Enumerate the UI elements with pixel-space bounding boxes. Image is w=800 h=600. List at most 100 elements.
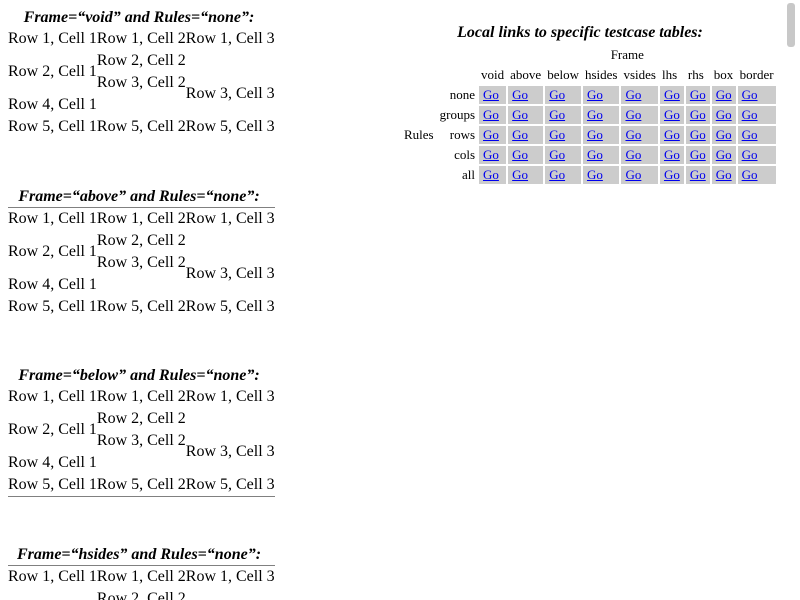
go-link[interactable]: Go [689, 107, 706, 122]
empty-cell [402, 46, 436, 64]
table-row: Row 5, Cell 1 Row 5, Cell 2 Row 5, Cell 3 [8, 296, 275, 318]
go-link[interactable]: Go [483, 87, 499, 102]
link-cell: Go [685, 106, 710, 124]
table-row: Row 3, Cell 2 Row 3, Cell 3 [8, 72, 275, 102]
table-row: Row 3, Cell 2 Row 3, Cell 3 [8, 430, 275, 460]
go-link[interactable]: Go [483, 127, 499, 142]
frame-name: box [713, 67, 734, 82]
link-cell: Go [545, 106, 581, 124]
go-link[interactable]: Go [483, 107, 499, 122]
testcase-block: Frame=“void” and Rules=“none”: Row 1, Cel… [8, 8, 275, 138]
scrollbar-thumb[interactable] [787, 3, 795, 47]
go-link[interactable]: Go [663, 147, 680, 162]
go-link[interactable]: Go [663, 127, 680, 142]
table-cell: Row 5, Cell 2 [96, 298, 186, 315]
link-cell: Go [737, 126, 776, 144]
table-cell: Row 4, Cell 1 [8, 96, 97, 113]
go-link[interactable]: Go [715, 167, 732, 182]
link-cell: Go [545, 166, 581, 184]
go-link[interactable]: Go [715, 107, 732, 122]
go-link[interactable]: Go [689, 167, 706, 182]
table-cell: Row 3, Cell 2 [96, 74, 186, 91]
go-link[interactable]: Go [741, 107, 758, 122]
link-cell: Go [582, 106, 620, 124]
go-link[interactable]: Go [586, 147, 603, 162]
go-link[interactable]: Go [586, 107, 603, 122]
go-link[interactable]: Go [483, 167, 499, 182]
empty-cell [438, 66, 477, 84]
go-link[interactable]: Go [549, 167, 566, 182]
go-link[interactable]: Go [625, 147, 642, 162]
table-row: Row 2, Cell 1 Row 2, Cell 2 [8, 408, 275, 438]
go-link[interactable]: Go [741, 167, 758, 182]
go-link[interactable]: Go [512, 107, 529, 122]
table-cell: Row 4, Cell 1 [8, 454, 97, 471]
link-cell: Go [545, 126, 581, 144]
link-cell: Go [479, 106, 507, 124]
header-row: Frame [402, 46, 776, 64]
go-link[interactable]: Go [512, 127, 529, 142]
go-link[interactable]: Go [586, 167, 603, 182]
table-caption: Frame=“above” and Rules=“none”: [18, 188, 260, 205]
link-cell: Go [659, 106, 684, 124]
table-cell: Row 3, Cell 2 [96, 254, 186, 271]
table-row: Row 1, Cell 1 Row 1, Cell 2 Row 1, Cell 3 [8, 566, 275, 589]
rule-name: all [462, 167, 476, 182]
go-link[interactable]: Go [715, 87, 732, 102]
go-link[interactable]: Go [512, 147, 529, 162]
frame-name: void [481, 67, 505, 82]
table-cell: Row 5, Cell 3 [185, 476, 275, 493]
go-link[interactable]: Go [625, 107, 642, 122]
link-cell: Go [508, 146, 544, 164]
go-link[interactable]: Go [663, 87, 680, 102]
go-link[interactable]: Go [625, 87, 642, 102]
go-link[interactable]: Go [741, 127, 758, 142]
table-cell: Row 1, Cell 3 [185, 388, 275, 405]
table-cell: Row 1, Cell 1 [8, 30, 97, 47]
go-link[interactable]: Go [689, 147, 706, 162]
go-link[interactable]: Go [663, 167, 680, 182]
rules-row: cols Go Go Go Go Go Go Go Go Go [402, 146, 776, 164]
table-cell: Row 1, Cell 2 [96, 568, 186, 585]
table-cell: Row 1, Cell 3 [185, 210, 275, 227]
go-link[interactable]: Go [483, 147, 499, 162]
links-table: Frame void above below hsides vsides lhs rhs box… [400, 44, 778, 186]
link-cell: Go [621, 86, 658, 104]
go-link[interactable]: Go [741, 147, 758, 162]
testcase-block: Frame=“above” and Rules=“none”: Row 1, Ce… [8, 187, 275, 318]
go-link[interactable]: Go [549, 87, 566, 102]
testcase-block: Frame=“below” and Rules=“none”: Row 1, Ce… [8, 366, 275, 497]
go-link[interactable]: Go [715, 127, 732, 142]
go-link[interactable]: Go [663, 107, 680, 122]
go-link[interactable]: Go [586, 87, 603, 102]
go-link[interactable]: Go [549, 127, 566, 142]
table-cell: Row 2, Cell 2 [96, 52, 186, 69]
go-link[interactable]: Go [549, 107, 566, 122]
go-link[interactable]: Go [689, 87, 706, 102]
go-link[interactable]: Go [586, 127, 603, 142]
link-cell: Go [582, 146, 620, 164]
rule-name: rows [449, 127, 476, 142]
table-row: Row 1, Cell 1 Row 1, Cell 2 Row 1, Cell 3 [8, 208, 275, 231]
go-link[interactable]: Go [741, 87, 758, 102]
table-cell: Row 1, Cell 3 [185, 568, 275, 585]
go-link[interactable]: Go [512, 167, 529, 182]
go-link[interactable]: Go [715, 147, 732, 162]
link-cell: Go [621, 126, 658, 144]
link-cell: Go [508, 86, 544, 104]
go-link[interactable]: Go [689, 127, 706, 142]
go-link[interactable]: Go [549, 147, 566, 162]
link-cell: Go [508, 106, 544, 124]
link-cell: Go [479, 166, 507, 184]
go-link[interactable]: Go [512, 87, 529, 102]
link-cell: Go [621, 146, 658, 164]
table-row: Row 5, Cell 1 Row 5, Cell 2 Row 5, Cell 3 [8, 474, 275, 497]
table-row: Row 2, Cell 1 Row 2, Cell 2 [8, 230, 275, 260]
go-link[interactable]: Go [625, 167, 642, 182]
go-link[interactable]: Go [625, 127, 642, 142]
table-cell: Row 5, Cell 1 [8, 118, 97, 135]
